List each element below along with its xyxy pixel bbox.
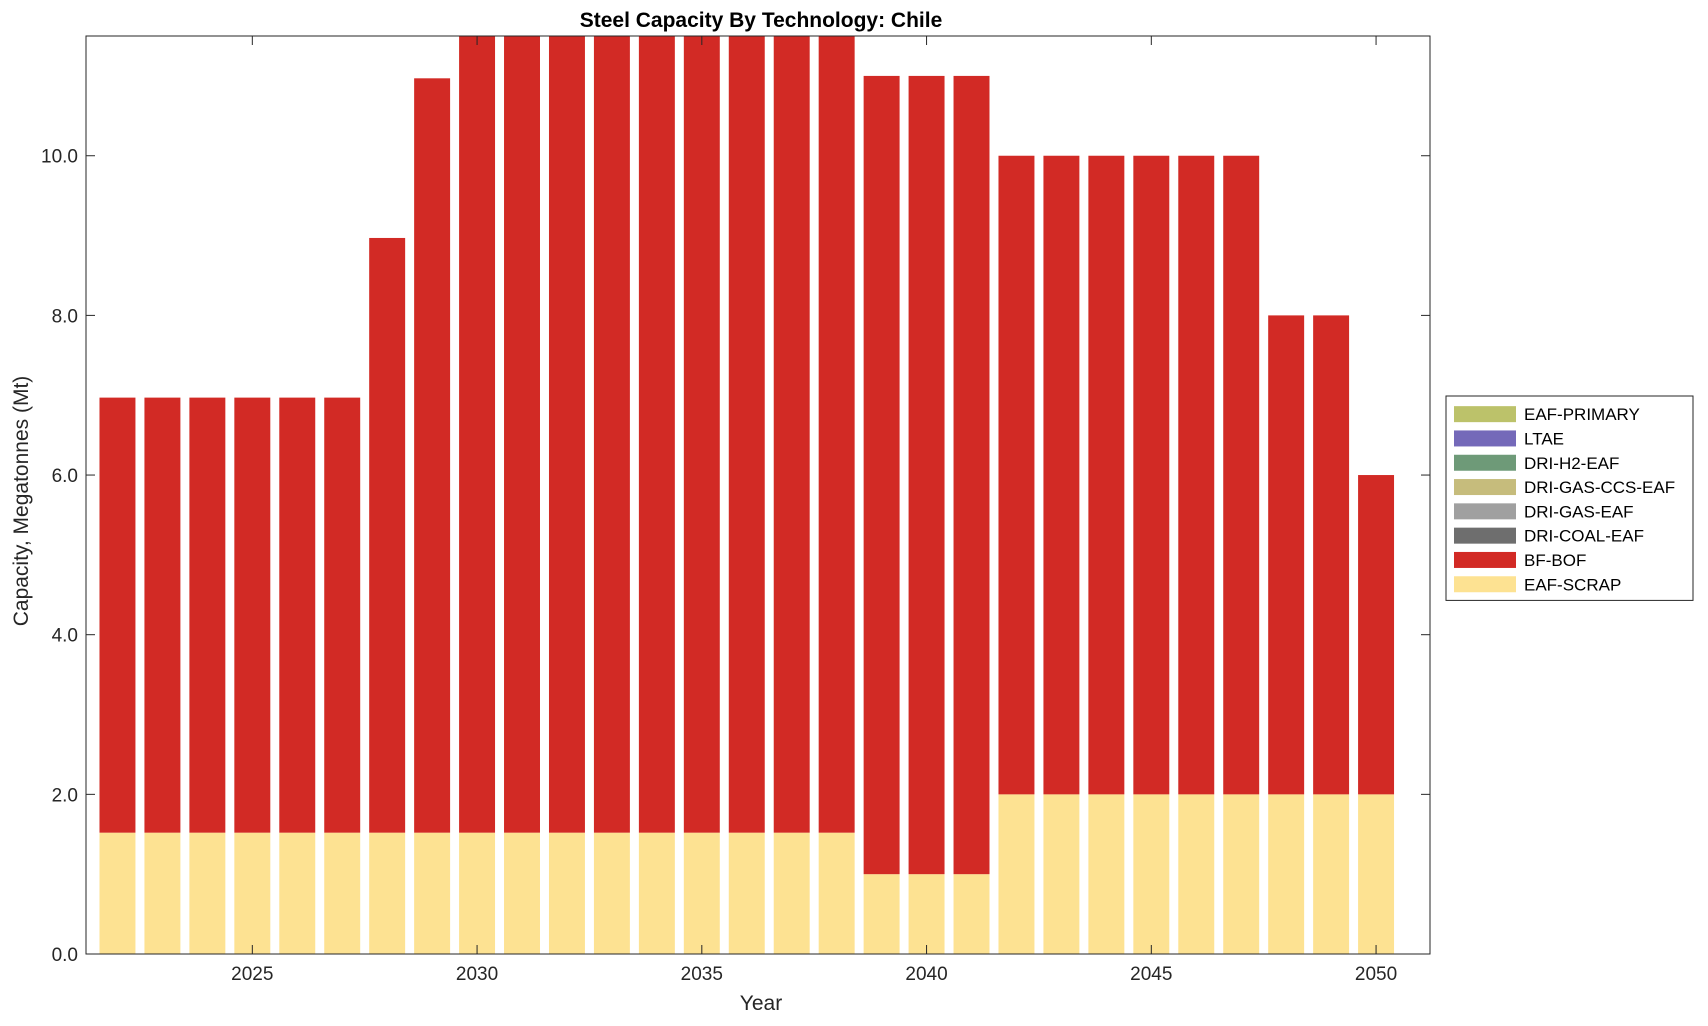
legend: EAF-PRIMARY LTAE DRI-H2-EAF DRI-GAS-CCS-EAF… [1445, 395, 1694, 601]
x-tick-label: 2040 [905, 964, 947, 985]
bar-bf-bof-2038 [818, 36, 855, 833]
bar-eaf-scrap-2040 [908, 874, 945, 954]
bar-bf-bof-2049 [1313, 315, 1350, 795]
bar-eaf-scrap-2024 [189, 832, 226, 954]
bar-eaf-scrap-2046 [1178, 794, 1215, 954]
y-tick-label: 0.0 [52, 945, 78, 966]
legend-label-eaf-primary: EAF-PRIMARY [1524, 405, 1640, 424]
legend-label-dri-h2-eaf: DRI-H2-EAF [1524, 454, 1619, 473]
bar-bf-bof-2026 [279, 397, 316, 833]
bar-eaf-scrap-2031 [504, 832, 540, 954]
x-tick-label: 2025 [231, 964, 273, 985]
bar-bf-bof-2027 [324, 397, 361, 833]
legend-label-eaf-scrap: EAF-SCRAP [1524, 575, 1621, 594]
bar-bf-bof-2022 [99, 397, 136, 833]
bar-eaf-scrap-2036 [728, 832, 765, 954]
y-axis-label: Capacity, Megatonnes (Mt) [10, 376, 33, 627]
bar-bf-bof-2036 [728, 36, 765, 833]
bar-bf-bof-2037 [773, 36, 810, 833]
bar-bf-bof-2050 [1358, 475, 1395, 795]
bar-eaf-scrap-2026 [279, 832, 316, 954]
x-tick-label: 2035 [681, 964, 723, 985]
bar-bf-bof-2039 [863, 75, 900, 875]
y-tick-label: 6.0 [52, 466, 78, 487]
bar-bf-bof-2046 [1178, 155, 1215, 795]
axes-layer: 0.0 2.0 4.0 6.0 8.0 10.0 2025 2030 2035 2040 2045 2… [41, 35, 1431, 985]
bar-eaf-scrap-2045 [1133, 794, 1170, 954]
y-tick-label: 4.0 [52, 626, 78, 647]
bar-eaf-scrap-2041 [953, 874, 990, 954]
bar-eaf-scrap-2047 [1223, 794, 1260, 954]
bar-bf-bof-2041 [953, 75, 990, 875]
bar-bf-bof-2044 [1088, 155, 1125, 795]
bar-eaf-scrap-2022 [99, 832, 136, 954]
bar-bf-bof-2043 [1043, 155, 1080, 795]
x-tick-label: 2045 [1130, 964, 1172, 985]
bar-bf-bof-2033 [593, 36, 630, 833]
bar-eaf-scrap-2025 [234, 832, 271, 954]
legend-swatch-eaf-scrap [1454, 576, 1516, 593]
legend-swatch-bf-bof [1454, 551, 1516, 568]
bar-eaf-scrap-2038 [818, 832, 855, 954]
x-axis-label: Year [740, 992, 782, 1015]
bar-bf-bof-2045 [1133, 155, 1170, 795]
bar-eaf-scrap-2037 [773, 832, 810, 954]
legend-swatch-ltae [1454, 430, 1516, 447]
bar-bf-bof-2023 [144, 397, 181, 833]
bar-eaf-scrap-2023 [144, 832, 181, 954]
bar-eaf-scrap-2027 [324, 832, 361, 954]
bar-eaf-scrap-2029 [414, 832, 451, 954]
bar-bf-bof-2048 [1268, 315, 1305, 795]
bar-eaf-scrap-2035 [683, 832, 720, 954]
legend-label-ltae: LTAE [1524, 429, 1564, 448]
bar-bf-bof-2031 [504, 36, 540, 833]
plot-frame [85, 35, 1431, 955]
bar-eaf-scrap-2033 [593, 832, 630, 954]
bar-bf-bof-2032 [548, 36, 585, 833]
bar-bf-bof-2025 [234, 397, 271, 833]
x-tick-label: 2050 [1355, 964, 1397, 985]
legend-swatch-dri-coal-eaf [1454, 527, 1516, 544]
legend-swatch-dri-gas-eaf [1454, 503, 1516, 520]
bar-bf-bof-2024 [189, 397, 226, 833]
bar-eaf-scrap-2049 [1313, 794, 1350, 954]
bar-bf-bof-2042 [998, 155, 1035, 795]
x-tick-label: 2030 [456, 964, 498, 985]
legend-label-dri-gas-ccs-eaf: DRI-GAS-CCS-EAF [1524, 478, 1675, 497]
y-tick-label: 10.0 [41, 147, 78, 168]
bar-eaf-scrap-2042 [998, 794, 1035, 954]
bar-bf-bof-2030 [459, 36, 496, 833]
bar-bf-bof-2028 [369, 237, 406, 833]
bar-eaf-scrap-2028 [369, 832, 406, 954]
legend-swatch-dri-h2-eaf [1454, 454, 1516, 471]
bars-layer [99, 36, 1395, 954]
bar-bf-bof-2029 [414, 78, 451, 833]
legend-label-bf-bof: BF-BOF [1524, 551, 1586, 570]
legend-label-dri-gas-eaf: DRI-GAS-EAF [1524, 502, 1634, 521]
legend-label-dri-coal-eaf: DRI-COAL-EAF [1524, 527, 1644, 546]
bar-eaf-scrap-2034 [638, 832, 675, 954]
bar-eaf-scrap-2032 [548, 832, 585, 954]
bar-bf-bof-2034 [638, 36, 675, 833]
bar-bf-bof-2040 [908, 75, 945, 875]
legend-swatch-dri-gas-ccs-eaf [1454, 479, 1516, 496]
bar-eaf-scrap-2039 [863, 874, 900, 954]
bar-bf-bof-2035 [683, 36, 720, 833]
chart-title: Steel Capacity By Technology: Chile [580, 9, 943, 32]
y-tick-label: 2.0 [52, 785, 78, 806]
bar-eaf-scrap-2030 [459, 832, 496, 954]
bar-eaf-scrap-2044 [1088, 794, 1125, 954]
bar-eaf-scrap-2050 [1358, 794, 1395, 954]
legend-swatch-eaf-primary [1454, 406, 1516, 423]
bar-bf-bof-2047 [1223, 155, 1260, 795]
bar-eaf-scrap-2048 [1268, 794, 1305, 954]
y-tick-label: 8.0 [52, 306, 78, 327]
bar-eaf-scrap-2043 [1043, 794, 1080, 954]
